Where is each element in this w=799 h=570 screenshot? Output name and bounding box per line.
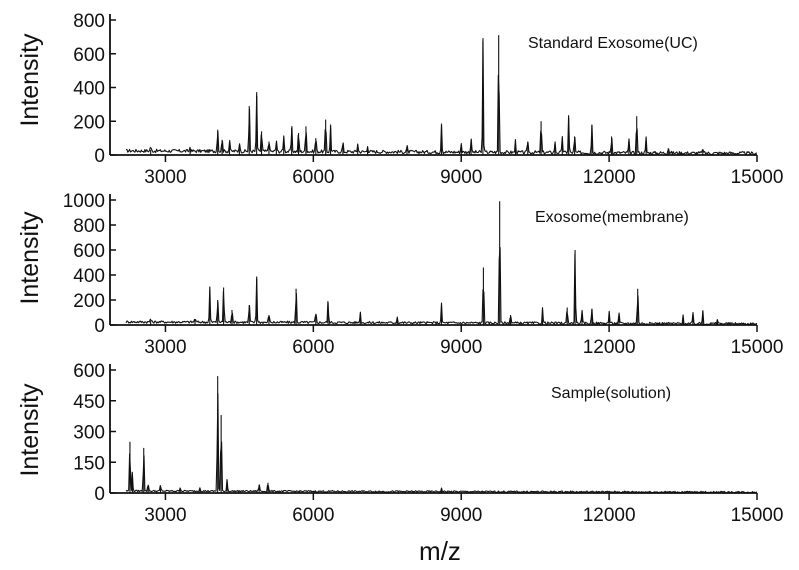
x-tick-label: 6000 (292, 167, 334, 188)
y-axis-label-2: Intensity (16, 211, 44, 305)
y-tick-label: 200 (73, 112, 105, 133)
y-tick-label: 800 (73, 216, 105, 237)
x-tick-label: 9000 (440, 167, 482, 188)
x-tick-label: 9000 (440, 505, 482, 526)
x-tick-label: 3000 (144, 337, 186, 358)
x-tick-label: 15000 (731, 167, 784, 188)
x-tick-label: 6000 (292, 505, 334, 526)
y-tick-label: 0 (94, 316, 105, 337)
y-tick-label: 400 (73, 79, 105, 100)
x-tick-label: 6000 (292, 337, 334, 358)
y-tick-label: 0 (94, 146, 105, 167)
x-tick-label: 15000 (731, 337, 784, 358)
y-tick-label: 600 (73, 241, 105, 262)
x-tick-label: 3000 (144, 167, 186, 188)
panel-title-2: Exosome(membrane) (535, 209, 689, 226)
y-axis-label-1: Intensity (16, 33, 44, 127)
x-tick-label: 12000 (583, 337, 636, 358)
panel-sample-solution: Intensity Sample(solution) 0 150 300 450 600… (16, 361, 783, 526)
y-tick-label: 400 (73, 266, 105, 287)
y-tick-label: 150 (73, 453, 105, 474)
x-axis-label: m/z (419, 536, 461, 566)
y-tick-label: 0 (94, 484, 105, 505)
panel-exosome-membrane: Intensity Exosome(membrane) 0 200 400 600 80… (16, 191, 783, 358)
y-axis-label-3: Intensity (16, 383, 44, 477)
spectrum-trace (125, 247, 758, 326)
y-tick-label: 600 (73, 45, 105, 66)
spectrum-trace (125, 38, 758, 156)
x-tick-label: 12000 (583, 505, 636, 526)
y-tick-label: 800 (73, 11, 105, 32)
x-tick-label: 15000 (731, 505, 784, 526)
panel-title-3: Sample(solution) (551, 385, 671, 402)
x-tick-label: 9000 (440, 337, 482, 358)
spectrum-trace (125, 393, 758, 494)
x-tick-label: 3000 (144, 505, 186, 526)
x-tick-label: 12000 (583, 167, 636, 188)
y-tick-label: 300 (73, 423, 105, 444)
y-tick-label: 450 (73, 392, 105, 413)
y-tick-label: 1000 (63, 191, 105, 212)
panel-standard-exosome-uc: Intensity Standard Exosome(UC) 0 200 400 60… (16, 11, 783, 188)
y-tick-label: 600 (73, 361, 105, 382)
y-tick-label: 200 (73, 291, 105, 312)
panel-title-1: Standard Exosome(UC) (528, 35, 698, 52)
